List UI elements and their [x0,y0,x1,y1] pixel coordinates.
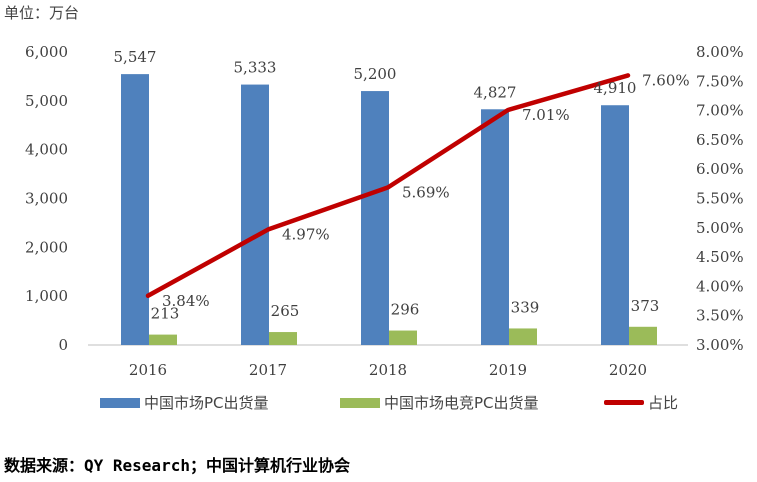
x-tick-label: 2017 [249,361,287,379]
unit-label: 单位：万台 [4,4,80,22]
legend-swatch-blue [100,397,140,408]
chart-bars [121,74,657,346]
y-left-tick-label: 4,000 [25,141,68,159]
ratio-point [386,185,390,189]
y-right-tick-label: 8.00% [696,43,744,61]
y-right-tick-label: 6.00% [696,160,744,178]
y-right-tick-label: 5.50% [696,190,744,208]
ratio-point [266,228,270,232]
ratio-point [506,108,510,112]
data-label-pc-shipments: 4,910 [594,79,637,97]
y-right-tick-label: 4.00% [696,277,744,295]
legend-label: 中国市场电竞PC出货量 [384,394,539,412]
bar-pc-shipments [361,91,389,345]
x-tick-label: 2018 [369,361,407,379]
y-right-tick-label: 6.50% [696,131,744,149]
chart-legend: 中国市场PC出货量 中国市场电竞PC出货量 占比 [0,392,757,416]
bar-esports-shipments [629,326,657,345]
data-label-pc-shipments: 5,547 [114,48,157,66]
data-label-pc-shipments: 5,200 [354,65,397,83]
y-right-tick-label: 3.00% [696,336,744,354]
bar-pc-shipments [121,74,149,346]
legend-label: 占比 [648,394,679,412]
data-label-ratio: 5.69% [402,183,450,201]
ratio-point [146,294,150,298]
legend-item-ratio: 占比 [604,392,678,413]
bar-esports-shipments [509,328,537,345]
bar-esports-shipments [389,330,417,345]
data-label-esports-shipments: 213 [151,305,180,323]
y-right-tick-label: 7.50% [696,72,744,90]
data-label-esports-shipments: 265 [271,302,300,320]
data-label-ratio: 3.84% [162,292,210,310]
y-right-tick-label: 4.50% [696,248,744,266]
legend-swatch-green [340,397,380,408]
y-left-tick-label: 3,000 [25,190,68,208]
bar-pc-shipments [601,105,629,345]
y-right-tick-label: 7.00% [696,102,744,120]
data-source-note: 数据来源：QY Research；中国计算机行业协会 [4,456,350,475]
bar-esports-shipments [149,334,177,345]
legend-label: 中国市场PC出货量 [144,394,269,412]
chart-data-labels: 5,547 213 5,333 265 5,200 296 4,827 339 4,910 373… [114,48,690,322]
combo-chart: 0 1,000 2,000 3,000 4,000 5,000 6,000 3.00% 3.50… [25,43,744,379]
chart-axes: 0 1,000 2,000 3,000 4,000 5,000 6,000 3.00% 3.50… [25,43,744,379]
ratio-point [626,73,630,77]
data-label-esports-shipments: 339 [511,298,540,316]
y-left-tick-label: 5,000 [25,92,68,110]
y-left-tick-label: 1,000 [25,287,68,305]
legend-item-pc-shipments: 中国市场PC出货量 [100,392,269,413]
y-right-tick-label: 5.00% [696,219,744,237]
data-label-esports-shipments: 296 [391,301,420,319]
y-left-tick-label: 6,000 [25,43,68,61]
chart-line [145,73,631,299]
data-label-pc-shipments: 4,827 [474,83,517,101]
y-left-tick-label: 2,000 [25,238,68,256]
x-tick-label: 2016 [129,361,167,379]
y-left-tick-label: 0 [58,336,68,354]
bar-pc-shipments [481,109,509,346]
data-label-ratio: 4.97% [282,226,330,244]
x-tick-label: 2020 [609,361,647,379]
y-right-tick-label: 3.50% [696,307,744,325]
legend-item-esports-shipments: 中国市场电竞PC出货量 [340,392,539,413]
bar-esports-shipments [269,332,297,345]
legend-swatch-red-line [604,400,644,405]
x-tick-label: 2019 [489,361,527,379]
data-label-ratio: 7.60% [642,71,690,89]
bar-pc-shipments [241,84,269,345]
data-label-pc-shipments: 5,333 [234,59,277,77]
data-label-ratio: 7.01% [522,106,570,124]
data-label-esports-shipments: 373 [631,297,660,315]
